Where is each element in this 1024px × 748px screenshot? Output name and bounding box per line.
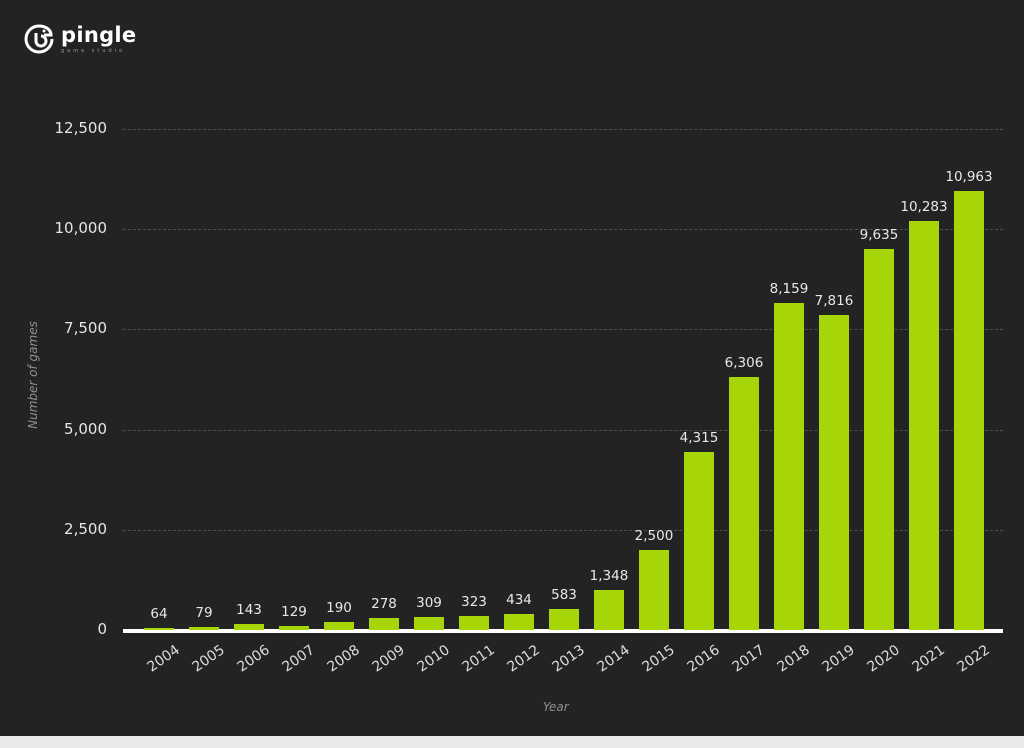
- y-tick-label: 2,500: [64, 519, 107, 538]
- bar-2005[interactable]: [189, 627, 219, 630]
- bar-2012[interactable]: [504, 613, 534, 630]
- gridline: [123, 329, 1003, 330]
- y-tick-label: 12,500: [54, 118, 108, 137]
- x-tick-label: 2014: [594, 642, 634, 676]
- brand-name: pingle: [61, 22, 137, 47]
- bar-2016[interactable]: [684, 451, 714, 630]
- gridline: [123, 430, 1003, 431]
- x-tick-label: 2008: [324, 642, 364, 676]
- value-label: 278: [371, 596, 397, 613]
- x-tick-label: 2018: [774, 642, 814, 676]
- bar-2020[interactable]: [864, 249, 894, 630]
- bar-2009[interactable]: [369, 618, 399, 630]
- value-label: 9,635: [859, 227, 899, 244]
- bar-2022[interactable]: [954, 190, 984, 630]
- gridline: [123, 530, 1003, 531]
- x-tick-label: 2005: [189, 642, 229, 676]
- chameleon-logo-icon: [24, 24, 54, 54]
- brand-subtitle: game studio: [61, 47, 126, 54]
- brand-logo: pingle game studio: [22, 22, 136, 56]
- bar-2006[interactable]: [234, 623, 264, 630]
- value-label: 323: [461, 594, 487, 611]
- x-tick-label: 2006: [234, 642, 274, 676]
- value-label: 79: [195, 605, 213, 622]
- x-tick-label: 2013: [549, 642, 589, 676]
- value-label: 64: [150, 606, 168, 623]
- bar-2017[interactable]: [729, 377, 759, 630]
- value-label: 2,500: [634, 527, 674, 544]
- bar-2018[interactable]: [774, 303, 804, 630]
- x-tick-label: 2012: [504, 642, 544, 676]
- x-tick-label: 2010: [414, 642, 454, 676]
- x-tick-label: 2011: [459, 642, 499, 676]
- x-tick-label: 2019: [819, 642, 859, 676]
- y-tick-label: 10,000: [54, 219, 108, 237]
- y-tick-label: 0: [97, 620, 107, 638]
- x-tick-label: 2016: [684, 642, 724, 676]
- bar-2015[interactable]: [639, 549, 669, 630]
- bar-2014[interactable]: [594, 589, 624, 630]
- x-tick-label: 2020: [864, 642, 904, 676]
- x-tick-label: 2017: [729, 642, 769, 676]
- value-label: 10,283: [900, 198, 948, 215]
- bar-2013[interactable]: [549, 609, 579, 630]
- value-label: 8,159: [769, 281, 809, 298]
- value-label: 309: [416, 595, 442, 612]
- value-label: 129: [281, 603, 307, 620]
- gridline: [123, 229, 1003, 230]
- x-tick-label: 2004: [144, 642, 184, 676]
- bar-2010[interactable]: [414, 617, 444, 630]
- y-tick-label: 7,500: [64, 319, 107, 338]
- bar-2008[interactable]: [324, 621, 354, 630]
- value-label: 143: [236, 601, 262, 618]
- bar-2007[interactable]: [279, 625, 309, 630]
- x-tick-label: 2015: [639, 642, 679, 676]
- x-tick-label: 2021: [909, 642, 949, 676]
- bar-2021[interactable]: [909, 220, 939, 630]
- x-tick-label: 2022: [954, 642, 994, 676]
- gridline: [123, 129, 1003, 130]
- y-tick-label: 5,000: [64, 419, 107, 438]
- bar-2011[interactable]: [459, 616, 489, 630]
- value-label: 6,306: [724, 355, 764, 372]
- x-tick-label: 2007: [279, 642, 319, 676]
- value-label: 10,963: [945, 168, 993, 185]
- y-axis-title: Number of games: [26, 321, 40, 429]
- value-label: 190: [326, 599, 352, 616]
- value-label: 434: [506, 591, 532, 608]
- bar-2019[interactable]: [819, 315, 849, 630]
- x-axis-baseline: [123, 629, 1003, 633]
- value-label: 7,816: [814, 293, 854, 310]
- value-label: 4,315: [679, 429, 719, 446]
- x-tick-label: 2009: [369, 642, 409, 676]
- value-label: 583: [551, 587, 577, 604]
- bar-2004[interactable]: [144, 628, 174, 630]
- value-label: 1,348: [589, 567, 629, 584]
- x-axis-title: Year: [543, 700, 569, 714]
